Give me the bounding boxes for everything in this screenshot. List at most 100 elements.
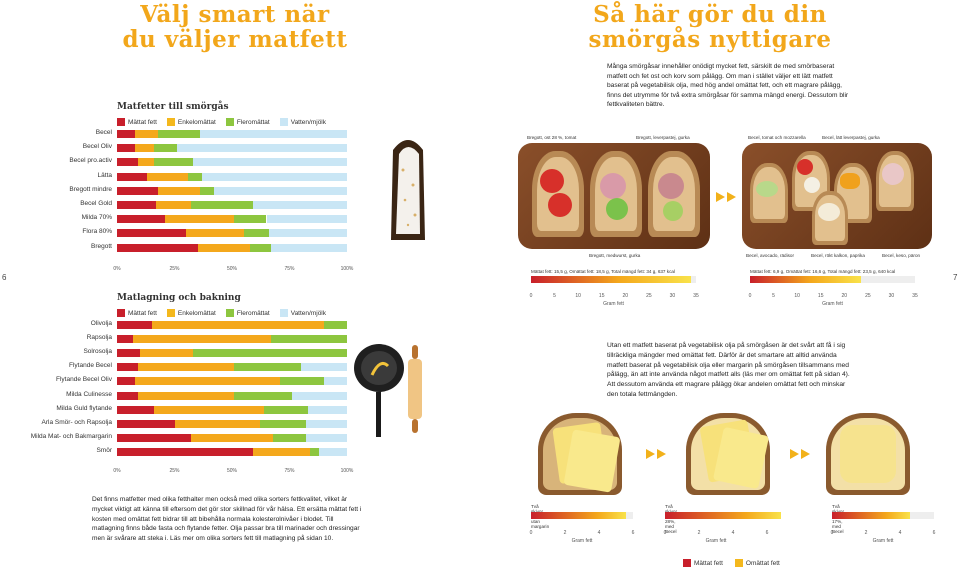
chart-row-label: Solrosolja xyxy=(83,348,112,356)
tray2-label-3: Becel, avocado, rädisor xyxy=(746,253,795,258)
bar-segment-poly xyxy=(190,201,253,209)
bar-segment-water xyxy=(291,391,347,400)
chart-row-label: Rapsolja xyxy=(86,334,112,342)
chart-row-label: Bregott mindre xyxy=(69,185,112,193)
legend-item-mono: Enkelomättat xyxy=(166,118,216,126)
bread-bar-fill xyxy=(665,512,781,519)
frying-pan-image xyxy=(354,344,404,437)
bar-segment-saturated xyxy=(117,144,136,153)
bar-segment-saturated xyxy=(117,229,186,238)
sandwich-tray-regular xyxy=(518,143,710,249)
bar-segment-water xyxy=(307,405,347,414)
legend-label: Fleromättat xyxy=(236,118,270,126)
bar-segment-saturated xyxy=(117,405,154,414)
bar-segment-poly xyxy=(280,377,324,386)
bar-segment-water xyxy=(271,243,347,252)
bar-segment-saturated xyxy=(117,391,138,400)
legend-item-water: Vatten/mjölk xyxy=(279,118,327,126)
legend-swatch-saturated xyxy=(117,309,125,317)
axis-tick-label: 0% xyxy=(113,266,121,272)
bread-cheese-1 xyxy=(538,413,628,497)
page-number-right: 7 xyxy=(953,273,958,282)
right-body-text: Utan ett matfett baserat på vegetabilisk… xyxy=(607,342,850,398)
chart-row-label: Milda Culinesse xyxy=(66,390,112,398)
legend-label: Omättat fett xyxy=(745,559,780,567)
bar-segment-water xyxy=(268,229,347,238)
bar-segment-poly xyxy=(243,229,269,238)
bar-segment-poly xyxy=(153,158,193,167)
legend-item-mono: Enkelomättat xyxy=(166,309,216,317)
legend-label: Enkelomättat xyxy=(177,309,216,317)
bar-segment-mono xyxy=(197,243,251,252)
legend-label: Enkelomättat xyxy=(177,118,216,126)
bar-segment-saturated xyxy=(117,243,198,252)
bar-segment-poly xyxy=(271,335,347,344)
gram-tick-label: 0 xyxy=(830,530,834,536)
gram-axis-label: Gram fett xyxy=(872,538,894,544)
left-headline: Välj smart när du väljer matfett xyxy=(122,1,348,53)
gram-tick-label: 2 xyxy=(864,530,868,536)
gram-tick-label: 0 xyxy=(748,293,752,299)
gram-tick-label: 4 xyxy=(898,530,902,536)
bar-segment-saturated xyxy=(117,419,175,428)
gram-axis-label: Gram fett xyxy=(571,538,593,544)
chart-row-label: Becel Oliv xyxy=(82,143,112,151)
gram-tick-label: 25 xyxy=(646,293,652,299)
bar-segment-mono xyxy=(137,158,154,167)
legend-item-unsaturated: Omättat fett xyxy=(734,559,780,567)
bar-segment-mono xyxy=(135,144,154,153)
chart-row-label: Arla Smör- och Rapsolja xyxy=(41,418,112,426)
legend-label: Vatten/mjölk xyxy=(290,118,327,126)
bread-bar-fill xyxy=(832,512,911,519)
tray1-label-1: Bregott, ost 28 %, tomat xyxy=(527,135,577,140)
gram-tick-label: 10 xyxy=(575,293,581,299)
chart-row-label: Flytande Becel Oliv xyxy=(56,376,112,384)
bar-segment-mono xyxy=(153,405,265,414)
legend-label: Mättat fett xyxy=(128,309,157,317)
legend-swatch-saturated xyxy=(683,559,691,567)
bar-segment-poly xyxy=(153,144,177,153)
axis-tick-label: 0% xyxy=(113,468,121,474)
legend-swatch-saturated xyxy=(117,118,125,126)
bar-segment-poly xyxy=(234,391,292,400)
bar-segment-mono xyxy=(146,172,189,181)
legend-label: Mättat fett xyxy=(128,118,157,126)
legend-swatch-mono xyxy=(166,309,175,317)
gram-tick-label: 6 xyxy=(631,530,635,536)
chart2-title: Matlagning och bakning xyxy=(117,293,241,303)
axis-tick-label: 50% xyxy=(226,468,237,474)
chart-row-label: Flytande Becel xyxy=(69,362,112,370)
gram-tick-label: 6 xyxy=(765,530,769,536)
arrow-icon xyxy=(801,449,810,459)
legend-swatch-water xyxy=(279,309,288,317)
bar-segment-water xyxy=(266,215,347,224)
bar-segment-mono xyxy=(133,335,272,344)
legend-item-saturated: Mättat fett xyxy=(117,118,157,126)
tray2-label-4: Becel, rökt kalkon, paprika xyxy=(811,253,865,258)
bar-segment-poly xyxy=(158,130,200,138)
bar-segment-saturated xyxy=(117,201,157,209)
legend-swatch-mono xyxy=(166,118,175,126)
legend-swatch-unsaturated xyxy=(734,559,743,567)
page-number-left: 6 xyxy=(2,273,7,282)
bar-segment-mono xyxy=(156,201,191,209)
bar-segment-poly xyxy=(234,363,301,372)
legend-item-saturated: Mättat fett xyxy=(117,309,157,317)
bar-segment-saturated xyxy=(117,158,138,167)
axis-tick-label: 25% xyxy=(169,468,180,474)
tray2-label-5: Becel, keso, päron xyxy=(882,253,921,258)
gram-tick-label: 0 xyxy=(663,530,667,536)
bar-segment-mono xyxy=(252,447,311,456)
chart-row-label: Becel xyxy=(95,129,112,136)
gram-tick-label: 20 xyxy=(622,293,629,299)
tray1-label-2: Bregott, leverpastej, gurka xyxy=(636,135,690,140)
bar-segment-saturated xyxy=(117,377,136,386)
bar-segment-mono xyxy=(174,419,260,428)
tray1-stats: Mättat fett: 15,5 g, Omättat fett: 18,5 … xyxy=(531,269,675,274)
bar-segment-poly xyxy=(234,215,267,224)
chart-row-label: Lätta xyxy=(97,171,112,179)
bar-segment-poly xyxy=(264,405,308,414)
bar-segment-water xyxy=(324,377,347,386)
bar-segment-poly xyxy=(310,447,320,456)
arrow-icon xyxy=(727,192,736,202)
